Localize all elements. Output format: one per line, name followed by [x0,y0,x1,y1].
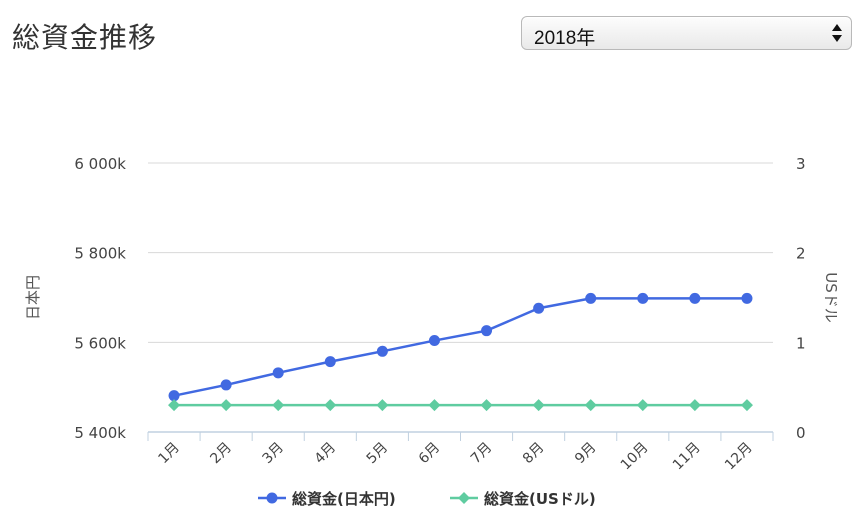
legend-item: 総資金(日本円) [258,490,396,508]
x-tick-label: 11月 [670,440,704,474]
data-point [741,292,753,304]
page-title: 総資金推移 [12,21,158,54]
legend-marker [458,492,470,504]
series-line [173,297,747,397]
x-tick-label: 7月 [468,440,496,468]
year-select-value: 2018年 [534,28,596,49]
select-arrows-icon [832,24,842,42]
data-point [481,325,493,337]
data-point [637,292,649,304]
y-left-tick-label: 5 400k [74,424,126,442]
y-left-tick-label: 5 600k [74,334,126,352]
data-point [532,399,545,412]
data-point [220,379,232,391]
x-tick-label: 3月 [260,440,288,468]
y-left-tick-label: 5 800k [74,245,126,263]
y-right-axis-title: USドル [822,272,840,323]
data-point [584,399,597,412]
x-tick-label: 10月 [618,440,652,474]
data-point [324,399,337,412]
chart-series [168,292,753,412]
data-point [585,292,597,304]
y-right-tick-label: 2 [796,245,806,263]
data-point [740,399,753,412]
data-point [376,399,389,412]
x-tick-label: 8月 [520,440,548,468]
y-right-tick-label: 0 [796,424,806,442]
x-tick-label: 4月 [312,440,340,468]
data-point [428,335,440,347]
data-point [220,399,233,412]
x-tick-label: 1月 [155,440,183,468]
x-tick-label: 5月 [364,440,392,468]
data-point [272,367,284,379]
data-point [168,390,180,402]
year-select[interactable]: 2018年 [521,16,852,50]
x-tick-label: 2月 [207,440,235,468]
legend-label: 総資金(USドル) [484,490,596,508]
chart-axes: 5 400k 5 600k 5 800k 6 000k 0 1 2 3 1月 2月 3月 4月 5月 6月… [24,155,840,473]
legend-item: 総資金(USドル) [450,490,596,508]
data-point [689,292,701,304]
y-right-tick-label: 3 [796,155,806,173]
legend-label: 総資金(日本円) [292,490,396,508]
x-tick-label: 12月 [722,440,756,474]
x-tick-label: 6月 [416,440,444,468]
data-point [168,399,181,412]
legend-marker [266,492,278,504]
data-point [324,356,336,368]
y-left-axis-title: 日本円 [24,275,42,320]
data-point [480,399,493,412]
y-right-tick-label: 1 [796,334,806,352]
data-point [533,302,545,314]
data-point [688,399,701,412]
data-point [428,399,441,412]
data-point [272,399,285,412]
data-point [636,399,649,412]
x-tick-label: 9月 [572,440,600,468]
data-point [376,345,388,357]
chart-grid [148,162,773,343]
y-left-tick-label: 6 000k [74,155,126,173]
chart-legend: 総資金(日本円) 総資金(USドル) [258,490,596,508]
